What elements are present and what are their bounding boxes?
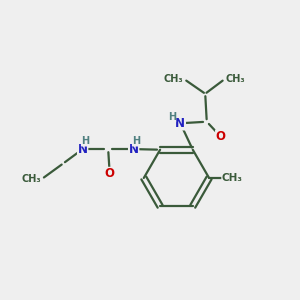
Text: H: H xyxy=(132,136,140,146)
Text: O: O xyxy=(105,167,115,181)
Text: N: N xyxy=(129,142,139,156)
Text: H: H xyxy=(168,112,176,122)
Text: N: N xyxy=(78,142,88,156)
Text: CH₃: CH₃ xyxy=(164,74,183,84)
Text: O: O xyxy=(216,130,226,143)
Text: H: H xyxy=(81,136,89,146)
Text: N: N xyxy=(175,117,185,130)
Text: CH₃: CH₃ xyxy=(225,74,245,84)
Text: CH₃: CH₃ xyxy=(22,174,42,184)
Text: CH₃: CH₃ xyxy=(222,173,243,183)
